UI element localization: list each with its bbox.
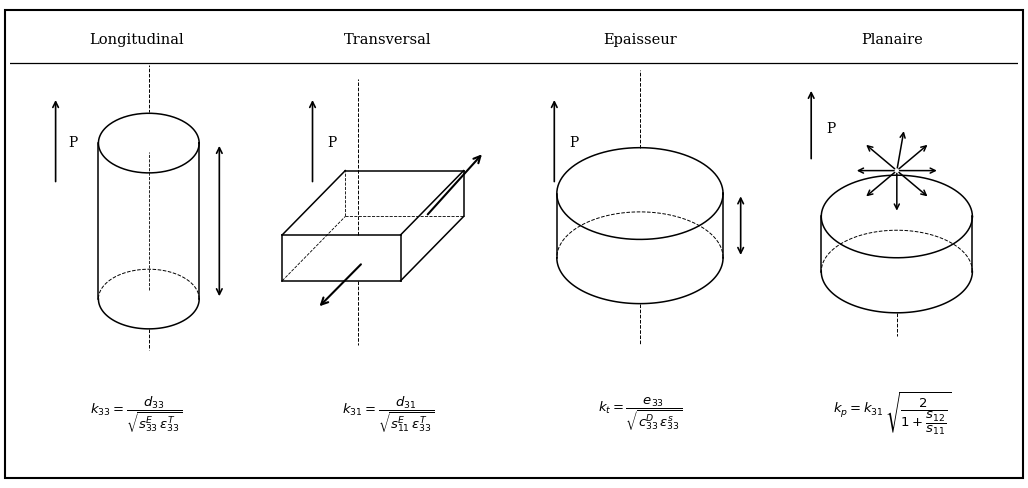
Text: Epaisseur: Epaisseur	[603, 33, 676, 47]
Polygon shape	[557, 148, 723, 304]
Polygon shape	[283, 235, 401, 281]
Polygon shape	[401, 171, 464, 281]
Polygon shape	[99, 143, 199, 300]
Text: $k_p = k_{31}\,\sqrt{\dfrac{2}{1 + \dfrac{s_{12}}{s_{11}}}}$: $k_p = k_{31}\,\sqrt{\dfrac{2}{1 + \dfra…	[833, 390, 951, 437]
Text: P: P	[570, 136, 579, 150]
Text: $k_{31} = \dfrac{d_{31}}{\sqrt{s^{E}_{11}\,\varepsilon^{T}_{33}}}$: $k_{31} = \dfrac{d_{31}}{\sqrt{s^{E}_{11…	[342, 394, 434, 434]
Text: $k_{33} = \dfrac{d_{33}}{\sqrt{s^{E}_{33}\,\varepsilon^{T}_{33}}}$: $k_{33} = \dfrac{d_{33}}{\sqrt{s^{E}_{33…	[90, 394, 182, 434]
Text: Longitudinal: Longitudinal	[88, 33, 184, 47]
Polygon shape	[557, 148, 723, 240]
Polygon shape	[821, 175, 972, 258]
Text: Planaire: Planaire	[860, 33, 923, 47]
Polygon shape	[821, 175, 972, 313]
Text: $k_t = \dfrac{e_{33}}{\sqrt{c^{D}_{33}\,\varepsilon^{s}_{33}}}$: $k_t = \dfrac{e_{33}}{\sqrt{c^{D}_{33}\,…	[597, 395, 683, 432]
Text: P: P	[328, 136, 337, 150]
Text: P: P	[827, 122, 836, 136]
Text: Transversal: Transversal	[344, 33, 432, 47]
Text: P: P	[68, 136, 77, 150]
Polygon shape	[283, 171, 464, 235]
Polygon shape	[99, 113, 199, 173]
